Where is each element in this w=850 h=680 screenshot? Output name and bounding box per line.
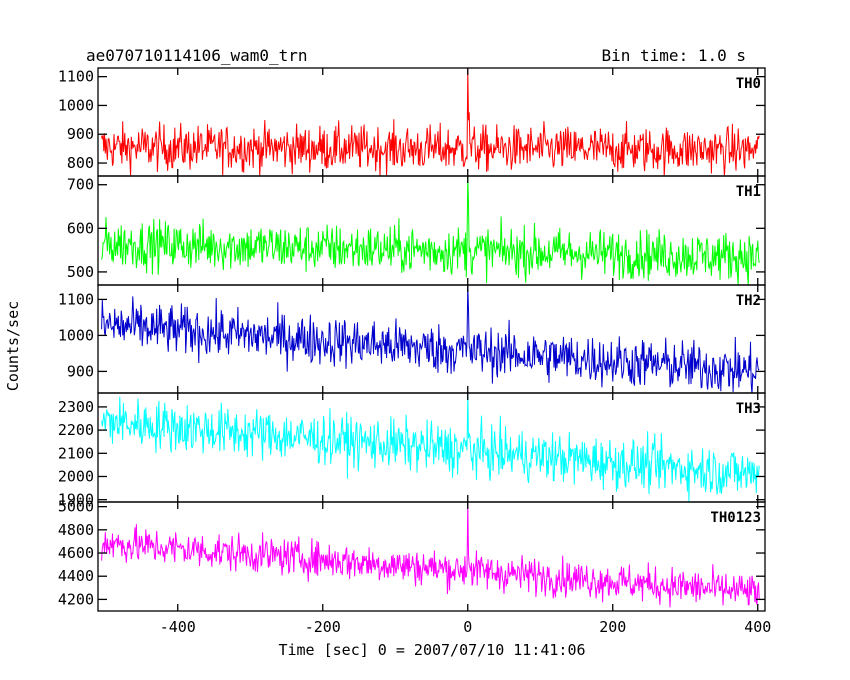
y-tick-label: 1000 (58, 96, 94, 114)
series-line-th0 (101, 68, 760, 176)
series-line-th0123 (101, 502, 760, 608)
panel-th3: 1900 2000 2100 2200 2300 TH3 (58, 392, 766, 509)
panel-th2: 900 1000 1100 TH2 (58, 284, 766, 394)
series-line-th2 (101, 285, 760, 393)
y-tick-label: 900 (67, 125, 94, 143)
x-tick-label: 200 (599, 618, 626, 636)
y-tick-label: 2300 (58, 398, 94, 416)
panel-name-label: TH1 (736, 184, 761, 200)
panel-th0: 800 900 1000 1100 TH0 (58, 67, 766, 177)
panels-group: 800 900 1000 1100 TH0 500 600 700 TH1 900 1000 1100… (58, 67, 766, 612)
panel-th0123: 4200 4400 4600 4800 5000 TH0123 (58, 498, 766, 612)
panel-frame (97, 175, 766, 286)
y-tick-label: 2000 (58, 467, 94, 485)
panel-name-label: TH0123 (710, 510, 761, 526)
y-tick-label: 700 (67, 176, 94, 194)
y-tick-label: 1100 (58, 68, 94, 86)
x-tick-label: 400 (744, 618, 771, 636)
chart-title: ae070710114106_wam0_trn (86, 46, 308, 65)
panel-name-label: TH0 (736, 76, 761, 92)
y-tick-label: 4800 (58, 521, 94, 539)
y-tick-label: 1000 (58, 326, 94, 344)
y-tick-label: 4600 (58, 544, 94, 562)
y-axis-label: Counts/sec (4, 301, 22, 391)
y-tick-label: 2100 (58, 444, 94, 462)
x-axis: -400 -200 0 200 400 (160, 618, 772, 636)
x-tick-label: -200 (305, 618, 341, 636)
x-axis-label: Time [sec] 0 = 2007/07/10 11:41:06 (278, 641, 585, 659)
panel-th1: 500 600 700 TH1 (67, 175, 766, 286)
series-line-th3 (101, 393, 760, 502)
x-tick-label: 0 (463, 618, 472, 636)
bin-time-label: Bin time: 1.0 s (602, 46, 747, 65)
y-tick-label: 1900 (58, 491, 94, 509)
y-tick-label: 5000 (58, 498, 94, 516)
y-tick-label: 800 (67, 154, 94, 172)
y-tick-label: 900 (67, 362, 94, 380)
x-tick-label: -400 (160, 618, 196, 636)
y-tick-label: 600 (67, 219, 94, 237)
panel-frame (97, 501, 766, 612)
y-tick-label: 4200 (58, 590, 94, 608)
y-tick-label: 500 (67, 263, 94, 281)
panel-name-label: TH2 (736, 293, 761, 309)
y-tick-label: 4400 (58, 567, 94, 585)
y-tick-label: 1100 (58, 290, 94, 308)
series-line-th1 (101, 176, 760, 285)
panel-name-label: TH3 (736, 401, 761, 417)
y-tick-label: 2200 (58, 421, 94, 439)
